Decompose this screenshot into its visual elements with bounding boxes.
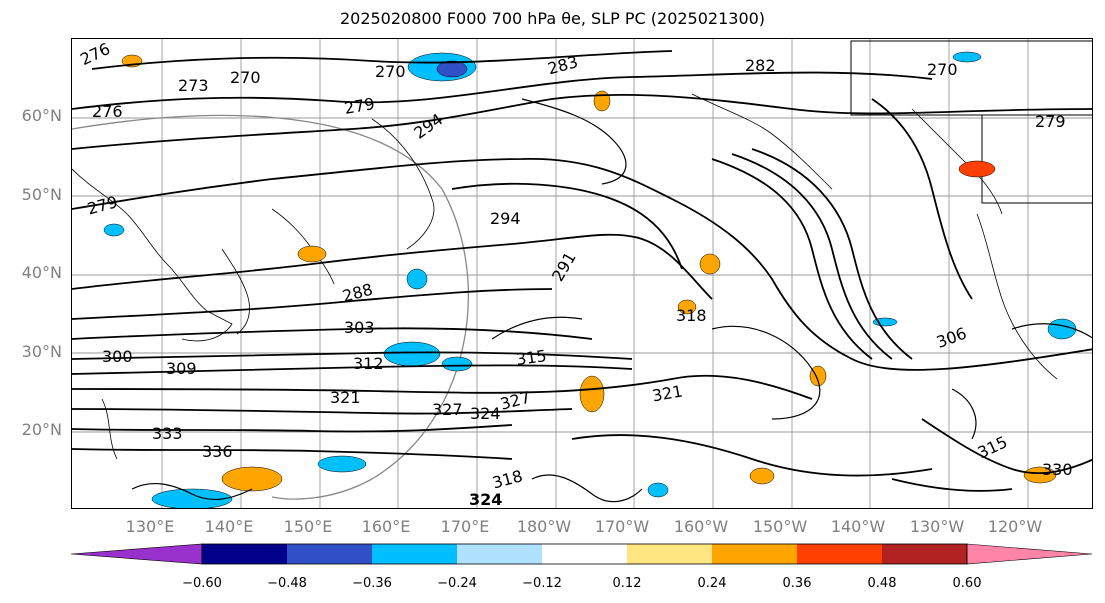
coastlines xyxy=(72,93,1058,460)
colorbar-extend-max xyxy=(966,543,1093,565)
lat-label-20n: 20°N xyxy=(21,420,62,439)
contour-label: 315 xyxy=(975,432,1011,462)
contour-label: 294 xyxy=(410,110,446,143)
lon-label: 150°W xyxy=(752,517,808,536)
colorbar-segment xyxy=(627,544,712,564)
contour-label: 315 xyxy=(515,346,548,369)
contour-label: 330 xyxy=(1042,460,1073,479)
contour-lines xyxy=(72,50,1092,492)
contour-label: 321 xyxy=(330,388,361,407)
lat-label-60n: 60°N xyxy=(21,106,62,125)
map-panel: 276 273 270 270 283 282 270 276 279 294 … xyxy=(71,38,1093,509)
lon-label: 140°E xyxy=(204,517,254,536)
contour-label: 270 xyxy=(230,68,261,87)
contour-label: 312 xyxy=(353,354,384,373)
colorbar-tick-label: 0.12 xyxy=(612,576,642,591)
colorbar-tick-label: −0.36 xyxy=(352,576,392,591)
colorbar-tick-label: −0.48 xyxy=(267,576,307,591)
contour-label: 270 xyxy=(375,62,406,81)
colorbar-segment xyxy=(542,544,627,564)
colorbar-tick-label: 0.48 xyxy=(867,576,897,591)
contour-label: 324 xyxy=(470,404,501,423)
contour-label: 306 xyxy=(934,324,969,352)
contour-label: 333 xyxy=(152,424,183,443)
colorbar-segment xyxy=(202,544,287,564)
range-ring xyxy=(72,114,469,500)
colorbar-segment xyxy=(372,544,457,564)
colorbar xyxy=(71,543,1093,565)
contour-label: 288 xyxy=(340,280,374,306)
colorbar-tick-label: 0.60 xyxy=(952,576,982,591)
contour-label: 300 xyxy=(102,347,133,366)
colorbar-segment xyxy=(712,544,797,564)
inset-boxes xyxy=(850,40,1092,204)
contour-label: 318 xyxy=(490,466,524,492)
colorbar-segment xyxy=(797,544,882,564)
colorbar-tick-label: −0.24 xyxy=(437,576,477,591)
lon-label: 140°W xyxy=(830,517,886,536)
lat-label-50n: 50°N xyxy=(21,185,62,204)
lon-label: 160°E xyxy=(361,517,411,536)
contour-label: 276 xyxy=(92,102,123,121)
contour-label: 321 xyxy=(651,381,684,405)
lon-label: 130°W xyxy=(909,517,965,536)
lon-label: 130°E xyxy=(125,517,175,536)
colorbar-segment xyxy=(457,544,542,564)
contour-label: 273 xyxy=(178,76,209,95)
contour-label: 327 xyxy=(432,400,463,419)
contour-label: 282 xyxy=(745,56,776,75)
colorbar-tick-label: 0.24 xyxy=(697,576,727,591)
colorbar-segment xyxy=(287,544,372,564)
contour-label: 283 xyxy=(546,52,580,78)
colorbar-tick-label: −0.60 xyxy=(182,576,222,591)
contour-label: 279 xyxy=(343,94,376,118)
lat-label-40n: 40°N xyxy=(21,263,62,282)
lon-label: 150°E xyxy=(283,517,333,536)
anomaly-shading xyxy=(103,51,1077,508)
contour-label: 279 xyxy=(1035,112,1066,131)
contour-label: 303 xyxy=(344,318,375,337)
contour-label: 324 xyxy=(469,490,502,509)
contour-label: 294 xyxy=(490,209,521,228)
contour-label: 276 xyxy=(77,39,113,69)
slp-contours xyxy=(131,98,1092,503)
lat-label-30n: 30°N xyxy=(21,342,62,361)
colorbar-tick-label: 0.36 xyxy=(782,576,812,591)
contour-label: 309 xyxy=(166,359,197,378)
lon-label: 180°W xyxy=(516,517,572,536)
map-title: 2025020800 F000 700 hPa θe, SLP PC (2025… xyxy=(339,9,766,28)
contour-label: 270 xyxy=(927,60,958,79)
lon-label: 120°W xyxy=(987,517,1043,536)
contour-label: 336 xyxy=(202,442,233,461)
colorbar-tick-label: −0.12 xyxy=(522,576,562,591)
map-canvas: 276 273 270 270 283 282 270 276 279 294 … xyxy=(72,39,1092,509)
colorbar-segment xyxy=(882,544,967,564)
lon-label: 170°E xyxy=(440,517,490,536)
contour-label: 291 xyxy=(548,249,580,285)
contour-label: 318 xyxy=(676,306,707,325)
lon-label: 170°W xyxy=(594,517,650,536)
lon-label: 160°W xyxy=(673,517,729,536)
colorbar-extend-min xyxy=(71,543,203,565)
